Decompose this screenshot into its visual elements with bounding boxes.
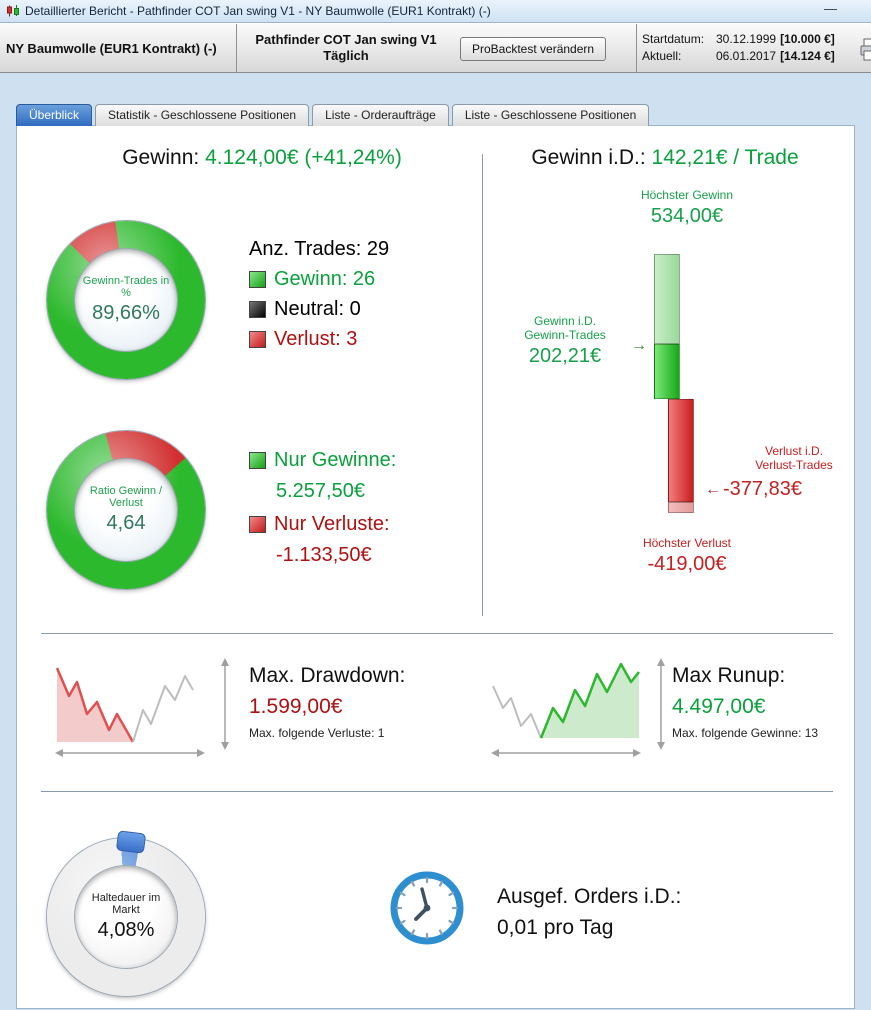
horizontal-divider-2 [41, 791, 833, 792]
tab-statistik-geschlossene-positionen[interactable]: Statistik - Geschlossene Positionen [95, 104, 310, 126]
win-legend-swatch [249, 270, 266, 288]
only-losses-value: -1.133,50€ [276, 544, 372, 566]
strategy-label: Pathfinder COT Jan swing V1 Täglich [237, 24, 455, 72]
orders-per-day-text: Ausgef. Orders i.D.: 0,01 pro Tag [497, 885, 682, 939]
max-loss-annotation: Höchster Verlust -419,00€ [642, 536, 732, 575]
ratio-donut-ring [47, 431, 205, 589]
only-losses-row: Nur Verluste: [249, 508, 396, 540]
only-wins-value: 5.257,50€ [276, 480, 365, 502]
printer-icon[interactable] [858, 36, 871, 67]
neutral-legend-swatch [249, 300, 266, 318]
horizontal-divider-1 [41, 633, 833, 634]
loss-legend-swatch [249, 330, 266, 348]
avg-loss-annotation: Verlust i.D. Verlust-Trades [755, 444, 833, 472]
date-info: Startdatum: 30.12.1999 [10.000 €] Aktuel… [642, 24, 857, 72]
title-bar: Detaillierter Bericht - Pathfinder COT J… [0, 0, 871, 23]
drawdown-text: Max. Drawdown: 1.599,00€ Max. folgende V… [249, 664, 406, 740]
header-divider [636, 24, 637, 72]
max-win-annotation: Höchster Gewinn 534,00€ [640, 188, 734, 227]
profit-heading: Gewinn: 4.124,00€ (+41,24%) [122, 146, 402, 169]
avg-loss-value: ← -377,83€ [705, 478, 802, 500]
probacktest-button[interactable]: ProBacktest verändern [460, 37, 607, 61]
total-trades-row: Anz. Trades: 29 [249, 237, 390, 260]
only-wins-row: Nur Gewinne: [249, 444, 396, 476]
candlestick-app-icon [7, 5, 19, 17]
profit-per-trade-heading: Gewinn i.D.: 142,21€ / Trade [531, 146, 799, 169]
avg-win-bar-segment [654, 344, 680, 399]
report-tabbar: Überblick Statistik - Geschlossene Posit… [16, 104, 650, 126]
trade-stats: Anz. Trades: 29 Gewinn: 26 Neutral: 0 Ve… [249, 234, 389, 354]
avg-loss-bar-segment [668, 399, 694, 502]
instrument-label: NY Baumwolle (EUR1 Kontrakt) (-) [0, 24, 237, 72]
wins-losses-totals: Nur Gewinne: 5.257,50€ Nur Verluste: -1.… [249, 444, 396, 572]
avg-win-arrow-icon: → [631, 337, 647, 354]
clock-icon [387, 868, 467, 953]
report-header: NY Baumwolle (EUR1 Kontrakt) (-) Pathfin… [0, 23, 871, 73]
win-trades-row: Gewinn: 26 [249, 264, 389, 294]
window-title: Detaillierter Bericht - Pathfinder COT J… [25, 4, 491, 18]
max-win-bar-segment [654, 254, 680, 345]
holding-gauge-center: Haltedauer im Markt 4,08% [75, 866, 177, 968]
strategy-timeframe: Täglich [323, 48, 369, 63]
strategy-name: Pathfinder COT Jan swing V1 [255, 32, 437, 47]
loss-trades-row: Verlust: 3 [249, 324, 389, 354]
current-date-row: Aktuell: 06.01.2017 [14.124 €] [642, 49, 835, 63]
runup-text: Max Runup: 4.497,00€ Max. folgende Gewin… [672, 664, 819, 740]
start-date-row: Startdatum: 30.12.1999 [10.000 €] [642, 32, 835, 46]
holding-gauge-marker [115, 830, 147, 854]
ratio-donut: Ratio Gewinn / Verlust 4,64 [47, 431, 205, 589]
neutral-trades-row: Neutral: 0 [249, 294, 389, 324]
drawdown-chart [55, 658, 229, 757]
tab-liste-geschlossene-positionen[interactable]: Liste - Geschlossene Positionen [451, 104, 650, 126]
minimize-button[interactable]: — [824, 1, 837, 16]
tab-liste-orderauftraege[interactable]: Liste - Orderaufträge [312, 104, 449, 126]
profit-distribution-bar [654, 254, 700, 534]
runup-chart [491, 658, 665, 757]
only-losses-swatch [249, 515, 266, 533]
only-wins-swatch [249, 451, 266, 469]
avg-win-annotation: Gewinn i.D. Gewinn-Trades 202,21€ [524, 314, 606, 367]
avg-loss-arrow-icon: ← [705, 480, 721, 498]
win-rate-donut-center: Gewinn-Trades in % 89,66% [75, 249, 177, 351]
holding-gauge: Haltedauer im Markt 4,08% [47, 830, 205, 996]
overview-panel: Gewinn: 4.124,00€ (+41,24%) Gewinn i.D.:… [16, 125, 855, 1009]
win-rate-donut: Gewinn-Trades in % 89,66% [47, 221, 205, 379]
ratio-donut-center: Ratio Gewinn / Verlust 4,64 [75, 459, 177, 561]
max-loss-bar-segment [668, 501, 694, 513]
tab-ueberblick[interactable]: Überblick [16, 104, 93, 126]
vertical-divider [482, 154, 483, 616]
